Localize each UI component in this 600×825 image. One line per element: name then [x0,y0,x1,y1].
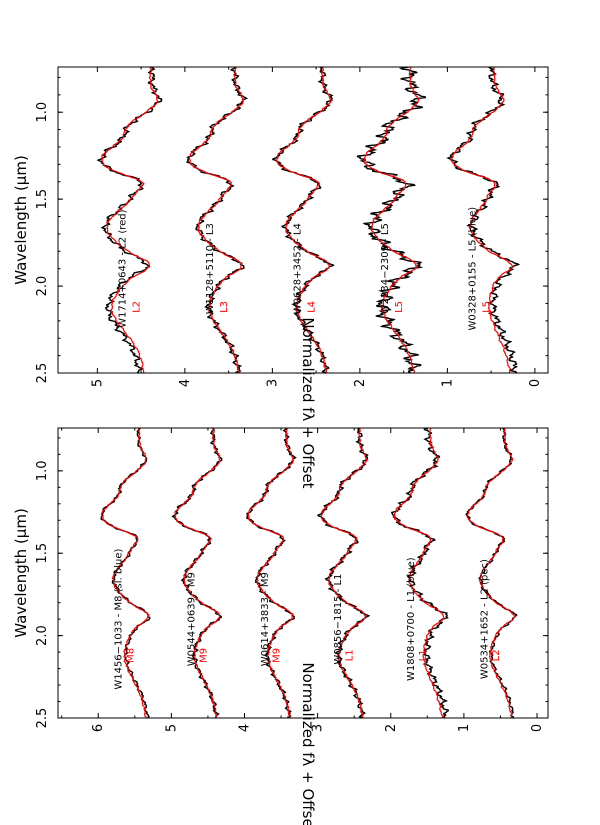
x-axis-label: Wavelength (μm) [12,508,30,638]
standard-label: M9 [272,648,283,663]
spectrum-observed-6 [465,427,518,719]
x-tick-label: 1.5 [35,189,50,210]
spectrum-label: W1714+0643 - L2 (red) [117,209,128,328]
spectrum-observed-3 [245,427,297,718]
y-tick-label: 3 [265,379,280,387]
chart-panel-1: W1456−1033 - M8 (sl. blue) M8 W0544+0639 -… [12,427,549,825]
spectrum-standard-4 [320,427,368,719]
standard-label: L3 [219,301,230,313]
spectrum-standard-5 [450,66,514,373]
y-tick-label: 1 [457,724,472,732]
spectrum-label: W1128+5110 - L3 [205,223,216,314]
x-tick-label: 1.5 [35,543,50,564]
standard-label: L1 [345,649,356,661]
y-tick-label: 6 [91,724,106,732]
standard-label: M9 [198,648,209,663]
spectrum-label: W2234−2309 - L5 [380,223,391,314]
plot-frame [57,66,549,374]
standard-label: L5 [394,301,405,313]
y-tick-label: 4 [237,724,252,732]
spectrum-observed-4 [356,66,427,374]
y-tick-label: 4 [178,379,193,387]
spectrum-observed-2 [186,66,249,374]
standard-label: L4 [306,301,317,313]
spectrum-standard-3 [275,66,333,374]
spectrum-standard-1 [100,427,150,718]
standard-label: L1 [418,649,429,661]
y-tick-label: 1 [440,379,455,387]
x-tick-label: 2.0 [35,625,50,646]
y-tick-label: 2 [353,379,368,387]
spectrum-standard-1 [101,66,159,373]
spectrum-label: W1456−1033 - M8 (sl. blue) [114,549,125,690]
spectrum-observed-1 [100,427,151,719]
y-tick-label: 2 [384,724,399,732]
spectrum-observed-1 [96,66,163,374]
spectrum-standard-4 [363,66,420,374]
x-tick-label: 2.0 [35,276,50,297]
spectrum-standard-2 [188,66,244,373]
y-axis-label: Normalized fλ + Offset [299,317,317,488]
y-tick-label: 5 [164,724,179,732]
x-tick-label: 1.0 [35,460,50,481]
spectrum-label: W0544+0639 - M9 [187,572,198,666]
spectrum-observed-5 [390,427,449,719]
y-tick-label: 3 [311,724,326,732]
spectrum-label: W0534+1652 - L2 (pec) [479,559,490,679]
spectrum-standard-5 [393,427,445,719]
x-tick-label: 2.5 [35,363,50,384]
standard-label: L5 [481,301,492,313]
spectrum-label: W0628+3452 - L4 [292,223,303,314]
spectrum-standard-3 [247,427,294,718]
plot-frame [57,427,549,719]
x-tick-label: 1.0 [35,102,50,123]
y-tick-label: 0 [530,724,545,732]
y-tick-label: 5 [90,379,105,387]
y-axis-label: Normalized fλ + Offset [299,662,317,825]
standard-label: L2 [491,649,502,661]
spectrum-standard-2 [174,427,221,718]
spectrum-label: W0328+0155 - L5 (blue) [467,207,478,331]
standard-label: M8 [125,648,136,663]
x-axis-label: Wavelength (μm) [12,155,30,285]
standard-label: L2 [131,301,142,313]
spectrum-label: W0614+3833 - M9 [260,572,271,666]
y-tick-label: 0 [528,379,543,387]
spectrum-standard-6 [466,427,516,718]
chart-panel-2: W1714+0643 - L2 (red) L2 W1128+5110 - L3 L3… [12,66,549,489]
spectrum-observed-5 [446,66,521,374]
spectrum-label: W1808+0700 - L1 (blue) [406,557,417,681]
spectrum-label: W0856−1815 - L1 [333,574,344,665]
x-tick-label: 2.5 [35,708,50,729]
spectrum-observed-4 [317,427,371,719]
